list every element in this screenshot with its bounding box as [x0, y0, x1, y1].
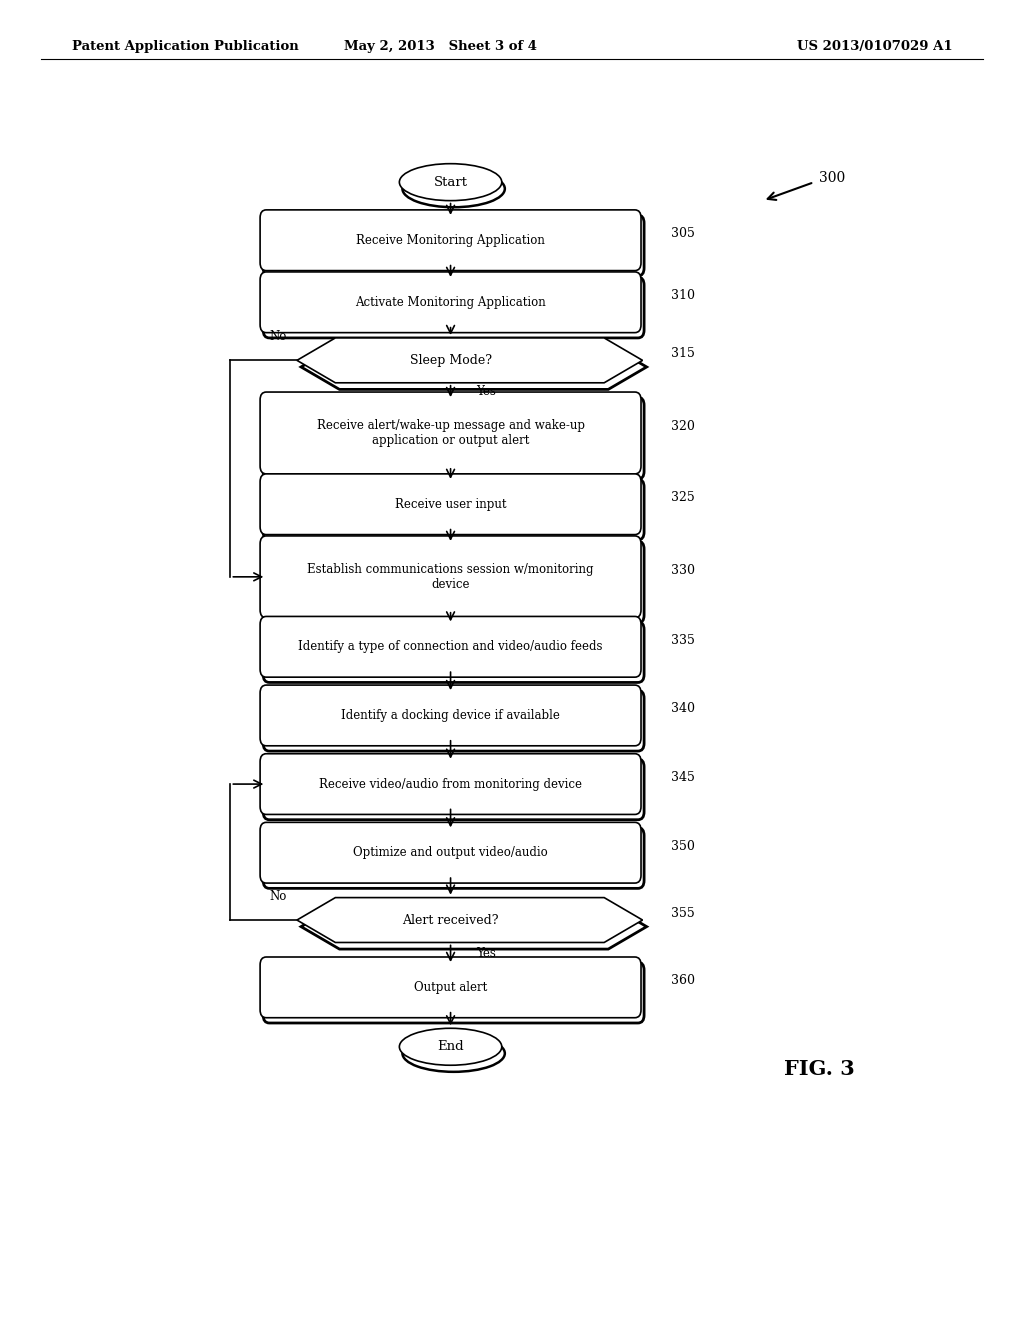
Text: Receive alert/wake-up message and wake-up
application or output alert: Receive alert/wake-up message and wake-u…: [316, 418, 585, 447]
FancyBboxPatch shape: [263, 759, 644, 820]
Polygon shape: [301, 904, 647, 949]
FancyBboxPatch shape: [263, 828, 644, 888]
FancyBboxPatch shape: [260, 957, 641, 1018]
Text: Alert received?: Alert received?: [402, 913, 499, 927]
FancyBboxPatch shape: [263, 397, 644, 479]
Text: Patent Application Publication: Patent Application Publication: [72, 40, 298, 53]
Text: Optimize and output video/audio: Optimize and output video/audio: [353, 846, 548, 859]
Polygon shape: [301, 345, 647, 389]
Ellipse shape: [402, 1035, 505, 1072]
FancyBboxPatch shape: [260, 754, 641, 814]
FancyBboxPatch shape: [263, 479, 644, 540]
Text: 325: 325: [671, 491, 694, 504]
Ellipse shape: [399, 1028, 502, 1065]
Text: Receive video/audio from monitoring device: Receive video/audio from monitoring devi…: [319, 777, 582, 791]
Text: 350: 350: [671, 840, 694, 853]
Text: Receive Monitoring Application: Receive Monitoring Application: [356, 234, 545, 247]
FancyBboxPatch shape: [260, 685, 641, 746]
FancyBboxPatch shape: [263, 215, 644, 276]
FancyBboxPatch shape: [263, 690, 644, 751]
FancyBboxPatch shape: [260, 616, 641, 677]
Text: 320: 320: [671, 420, 694, 433]
Text: 300: 300: [819, 172, 846, 185]
Text: Identify a type of connection and video/audio feeds: Identify a type of connection and video/…: [298, 640, 603, 653]
Text: 340: 340: [671, 702, 694, 715]
Text: Start: Start: [433, 176, 468, 189]
Ellipse shape: [402, 170, 505, 207]
Text: Sleep Mode?: Sleep Mode?: [410, 354, 492, 367]
Text: End: End: [437, 1040, 464, 1053]
Text: US 2013/0107029 A1: US 2013/0107029 A1: [797, 40, 952, 53]
FancyBboxPatch shape: [263, 277, 644, 338]
Text: May 2, 2013   Sheet 3 of 4: May 2, 2013 Sheet 3 of 4: [344, 40, 537, 53]
FancyBboxPatch shape: [260, 822, 641, 883]
FancyBboxPatch shape: [260, 272, 641, 333]
Text: Establish communications session w/monitoring
device: Establish communications session w/monit…: [307, 562, 594, 591]
FancyBboxPatch shape: [263, 962, 644, 1023]
FancyBboxPatch shape: [260, 210, 641, 271]
FancyBboxPatch shape: [263, 622, 644, 682]
Text: Yes: Yes: [476, 948, 496, 960]
Text: Identify a docking device if available: Identify a docking device if available: [341, 709, 560, 722]
Text: No: No: [269, 890, 287, 903]
Text: 310: 310: [671, 289, 694, 302]
Text: 355: 355: [671, 907, 694, 920]
Text: 345: 345: [671, 771, 694, 784]
FancyBboxPatch shape: [260, 474, 641, 535]
Text: 335: 335: [671, 634, 694, 647]
Text: Receive user input: Receive user input: [395, 498, 506, 511]
Text: 315: 315: [671, 347, 694, 360]
Text: 330: 330: [671, 564, 694, 577]
Polygon shape: [297, 338, 643, 383]
Polygon shape: [297, 898, 643, 942]
Text: No: No: [269, 330, 287, 343]
Text: 360: 360: [671, 974, 694, 987]
Text: FIG. 3: FIG. 3: [783, 1059, 855, 1080]
Text: 305: 305: [671, 227, 694, 240]
FancyBboxPatch shape: [263, 541, 644, 623]
Ellipse shape: [399, 164, 502, 201]
Text: Output alert: Output alert: [414, 981, 487, 994]
Text: Activate Monitoring Application: Activate Monitoring Application: [355, 296, 546, 309]
FancyBboxPatch shape: [260, 392, 641, 474]
FancyBboxPatch shape: [260, 536, 641, 618]
Text: Yes: Yes: [476, 385, 496, 397]
